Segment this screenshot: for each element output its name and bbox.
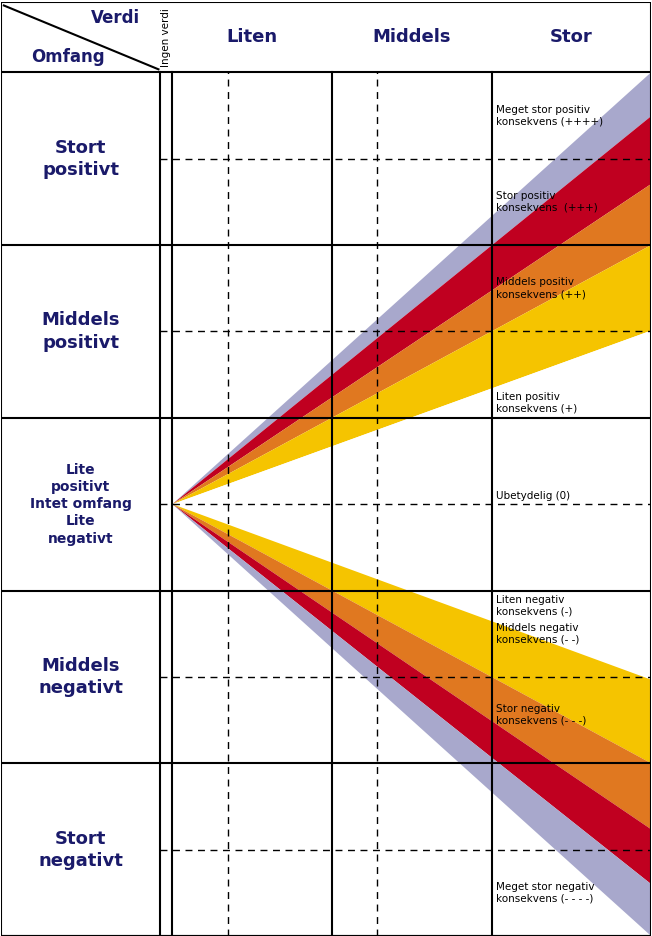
Text: Verdi: Verdi — [91, 8, 140, 27]
Text: Middels positiv
konsekvens (++): Middels positiv konsekvens (++) — [496, 277, 585, 299]
Polygon shape — [172, 505, 651, 936]
Text: Liten positiv
konsekvens (+): Liten positiv konsekvens (+) — [496, 392, 577, 414]
Text: Liten: Liten — [227, 28, 278, 47]
Text: Omfang: Omfang — [31, 48, 105, 66]
Text: Liten negativ
konsekvens (-): Liten negativ konsekvens (-) — [496, 594, 572, 616]
Text: Lite
positivt
Intet omfang
Lite
negativt: Lite positivt Intet omfang Lite negativt — [30, 462, 132, 546]
Text: Stort
negativt: Stort negativt — [38, 829, 123, 870]
Text: Stor positiv
konsekvens  (+++): Stor positiv konsekvens (+++) — [496, 191, 597, 212]
Polygon shape — [172, 184, 651, 505]
Text: Meget stor positiv
konsekvens (++++): Meget stor positiv konsekvens (++++) — [496, 105, 602, 126]
Text: Middels negativ
konsekvens (- -): Middels negativ konsekvens (- -) — [496, 622, 579, 645]
Text: Middels: Middels — [372, 28, 451, 47]
Text: Middels
positivt: Middels positivt — [42, 312, 120, 352]
Polygon shape — [172, 72, 651, 505]
Polygon shape — [172, 505, 651, 763]
Polygon shape — [172, 505, 651, 829]
Polygon shape — [172, 505, 651, 885]
Text: Middels
negativt: Middels negativt — [38, 657, 123, 697]
Text: Ingen verdi: Ingen verdi — [162, 8, 171, 66]
Text: Stort
positivt: Stort positivt — [42, 139, 119, 179]
Polygon shape — [1, 3, 651, 936]
Polygon shape — [172, 116, 651, 505]
Text: Stor negativ
konsekvens (- - -): Stor negativ konsekvens (- - -) — [496, 704, 586, 726]
Polygon shape — [172, 245, 651, 505]
Polygon shape — [172, 330, 651, 680]
Text: Stor: Stor — [550, 28, 593, 47]
Text: Meget stor negativ
konsekvens (- - - -): Meget stor negativ konsekvens (- - - -) — [496, 882, 594, 903]
Text: Ubetydelig (0): Ubetydelig (0) — [496, 491, 570, 501]
